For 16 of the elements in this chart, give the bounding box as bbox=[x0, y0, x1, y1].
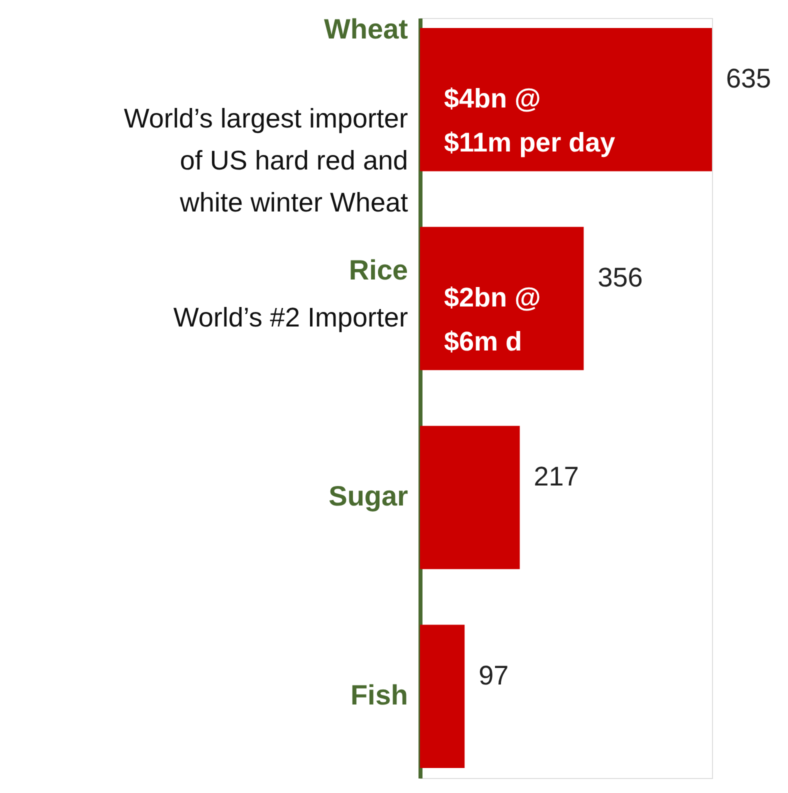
y-tick-label: Rice bbox=[348, 254, 408, 286]
annotation: $2bn @ $6m d bbox=[444, 282, 541, 357]
data-label: 97 bbox=[478, 660, 509, 690]
bar bbox=[420, 426, 520, 570]
y-tick-label: Sugar bbox=[328, 480, 408, 512]
data-label: 217 bbox=[534, 461, 579, 492]
bar bbox=[420, 28, 712, 172]
data-label: 635 bbox=[726, 64, 772, 94]
annotation: $4bn @ $11m per day bbox=[444, 84, 616, 158]
data-label: 356 bbox=[598, 262, 643, 293]
bar bbox=[420, 226, 584, 370]
y-tick-label: Wheat bbox=[324, 14, 408, 45]
bar bbox=[420, 624, 465, 768]
text: World’s #2 Importer bbox=[173, 302, 408, 333]
text: World’s largest importer of US hard red and white winter Wheat bbox=[124, 104, 408, 218]
y-tick-label: Fish bbox=[350, 679, 408, 710]
